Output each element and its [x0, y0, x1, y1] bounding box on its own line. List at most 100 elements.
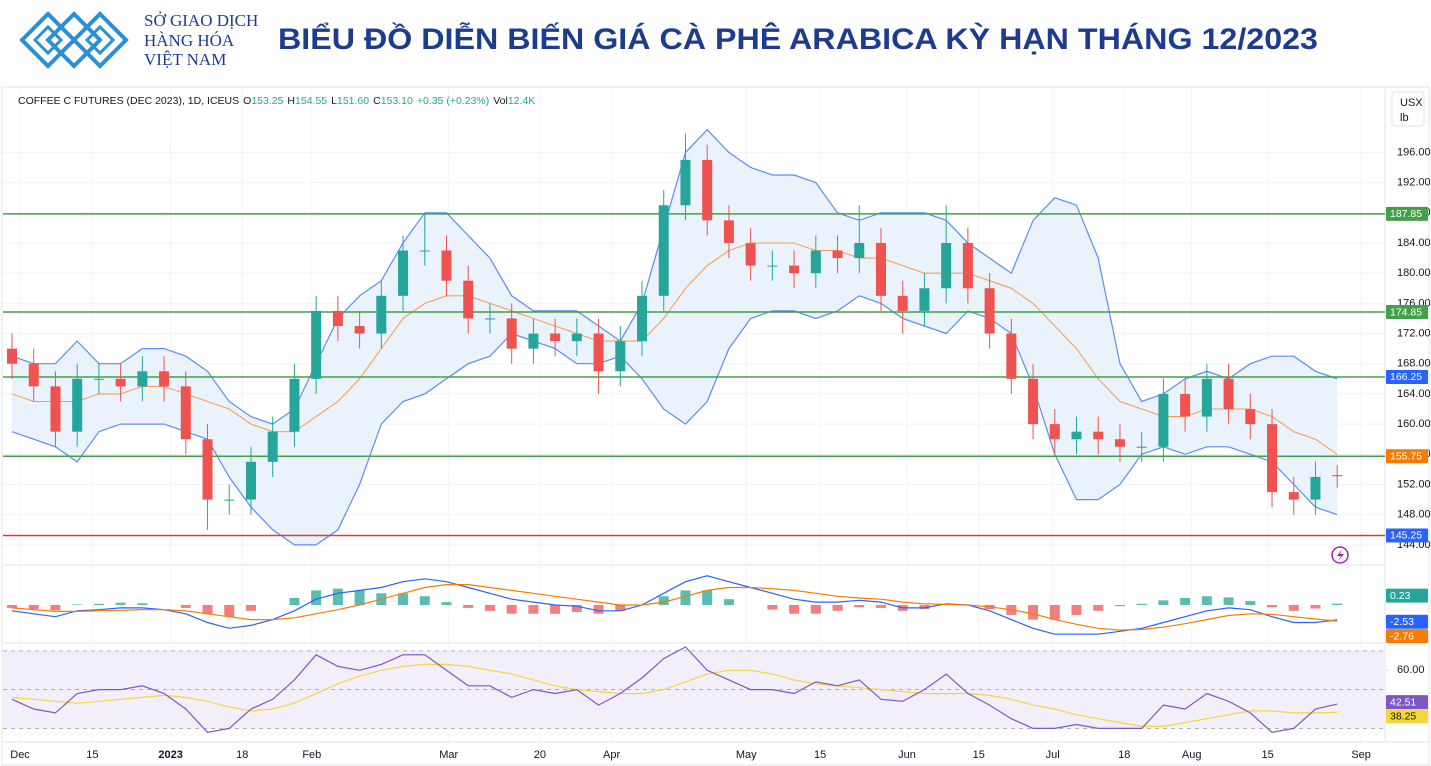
x-tick-label: 2023 — [158, 749, 182, 761]
ohlc-field: L151.60 — [331, 95, 369, 107]
candle-body — [137, 371, 148, 387]
macd-histogram-bar — [1049, 605, 1060, 620]
macd-histogram-bar — [419, 596, 430, 605]
candle-body — [289, 378, 300, 432]
org-name: HÀNG HÓA — [144, 31, 235, 50]
candle-body — [1071, 431, 1082, 440]
candle-body — [897, 295, 908, 311]
macd-histogram-bar — [1223, 597, 1234, 605]
candle-body — [159, 371, 170, 387]
candle-body — [571, 333, 582, 342]
price-label: 166.25 — [1390, 371, 1422, 383]
candle-body — [180, 386, 191, 440]
field-prefix: Vol — [493, 95, 508, 107]
macd-histogram-bar — [1158, 600, 1169, 605]
field-prefix: L — [331, 95, 337, 107]
x-tick-label: Sep — [1351, 749, 1371, 761]
candle-body — [550, 333, 561, 342]
macd-histogram-bar — [1201, 596, 1212, 605]
y-tick-label: 192.00 — [1397, 176, 1431, 188]
candle-body — [1006, 333, 1017, 379]
macd-histogram-bar — [1028, 605, 1039, 620]
unit: lb — [1400, 112, 1409, 124]
macd-histogram-bar — [137, 603, 148, 605]
field-value: 153.10 — [380, 95, 413, 107]
candle-body — [1288, 492, 1299, 500]
x-tick-label: Jun — [898, 749, 916, 761]
unit-box — [1391, 91, 1425, 127]
macd-histogram-bar — [463, 605, 474, 608]
macd-histogram-bar — [332, 588, 343, 605]
x-tick-label: Feb — [302, 749, 321, 761]
candle-body — [332, 310, 343, 326]
field-value: +0.35 (+0.23%) — [416, 95, 490, 107]
ohlc-field: +0.35 (+0.23%) — [417, 95, 489, 107]
x-tick-label: Aug — [1182, 749, 1202, 761]
symbol: COFFEE C FUTURES (DEC 2023), 1D, ICEUS — [18, 95, 240, 107]
candle-body — [1245, 409, 1256, 425]
field-value: 154.55 — [295, 95, 328, 107]
macd-histogram-bar — [50, 605, 61, 611]
macd-histogram-bar — [593, 605, 604, 614]
macd-histogram-bar — [1071, 605, 1082, 615]
field-prefix: H — [287, 95, 296, 107]
candle-body — [484, 318, 495, 320]
price-label-bg — [1386, 528, 1428, 543]
candle-body — [1136, 446, 1147, 448]
macd-histogram-bar — [398, 593, 409, 605]
x-tick-label: 15 — [86, 749, 98, 761]
macd-histogram-bar — [1332, 603, 1343, 605]
candle-body — [419, 250, 430, 252]
candle-body — [93, 378, 104, 380]
macd-histogram-bar — [1245, 600, 1256, 605]
macd-histogram-bar — [832, 605, 843, 611]
field-prefix: C — [373, 95, 381, 107]
macd-histogram-bar — [1136, 603, 1147, 605]
price-label-bg — [1386, 449, 1428, 464]
macd-histogram-bar — [767, 605, 778, 610]
candle-body — [506, 318, 517, 349]
candle-body — [941, 242, 952, 289]
macd-histogram-bar — [702, 590, 713, 605]
candle-body — [1310, 476, 1321, 500]
signal-line — [11, 584, 1338, 631]
price-label-bg — [1386, 588, 1428, 603]
candle-body — [115, 378, 126, 387]
y-tick-label: 148.00 — [1397, 509, 1431, 521]
macd-histogram-bar — [571, 605, 582, 612]
macd-histogram-bar — [875, 605, 886, 608]
unit: USX — [1400, 97, 1423, 109]
candle-body — [984, 288, 995, 334]
ohlc-field: H154.55 — [287, 95, 327, 107]
macd-histogram-bar — [1310, 605, 1321, 609]
price-label: -2.53 — [1390, 616, 1414, 628]
price-label: 174.85 — [1390, 306, 1422, 318]
candle-body — [767, 265, 778, 267]
candle-body — [245, 461, 256, 500]
candle-body — [50, 386, 61, 432]
field-value: 12.4K — [507, 95, 536, 107]
macd-histogram-bar — [658, 596, 669, 605]
x-tick-label: May — [736, 749, 757, 761]
candle-body — [28, 363, 39, 387]
rsi-line — [11, 646, 1338, 733]
band-middle — [11, 242, 1338, 455]
candle-body — [832, 250, 843, 259]
candle-body — [354, 326, 365, 334]
macd-histogram-bar — [810, 605, 821, 614]
candle-body — [962, 242, 973, 289]
price-label-bg — [1386, 629, 1428, 644]
candle-body — [7, 348, 17, 364]
macd-line — [11, 575, 1338, 635]
title: BIỂU ĐỒ DIỄN BIẾN GIÁ CÀ PHÊ ARABICA KỲ … — [278, 22, 1318, 56]
candle-body — [1201, 378, 1212, 417]
candle-body — [658, 205, 669, 296]
macd-histogram-bar — [1093, 605, 1104, 611]
band-upper — [11, 128, 1338, 425]
price-label: 38.25 — [1390, 711, 1416, 723]
x-tick-label: 18 — [1118, 749, 1130, 761]
macd-histogram-bar — [1114, 605, 1125, 607]
candle-body — [637, 295, 648, 342]
macd-histogram-bar — [506, 605, 517, 614]
